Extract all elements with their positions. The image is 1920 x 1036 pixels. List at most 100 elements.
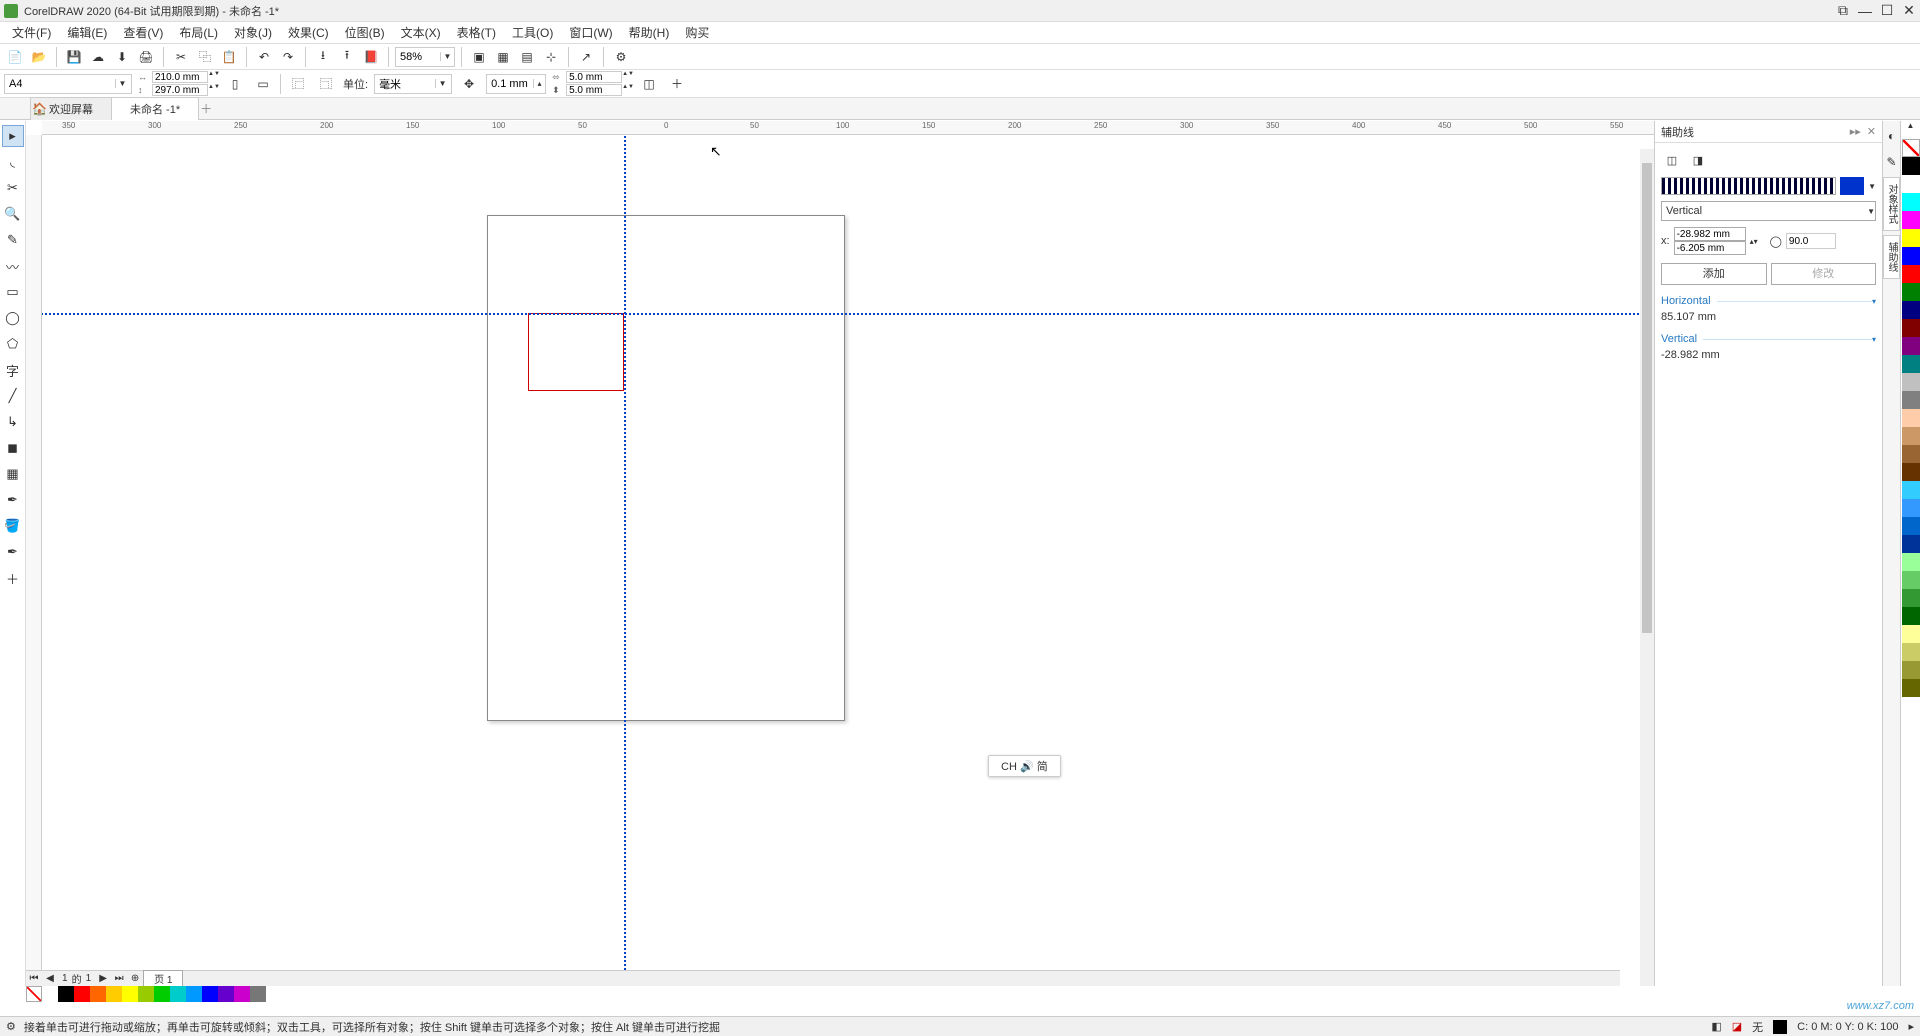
dropshadow-tool-icon[interactable]: ◼ bbox=[2, 437, 24, 459]
x-input[interactable] bbox=[1674, 227, 1746, 241]
cut-icon[interactable]: ✂ bbox=[170, 46, 192, 68]
color-swatch[interactable] bbox=[1902, 463, 1920, 481]
color-swatch[interactable] bbox=[1902, 391, 1920, 409]
chevron-down-icon[interactable]: ▼ bbox=[1867, 207, 1875, 216]
palette-swatch[interactable] bbox=[122, 986, 138, 1002]
menu-item[interactable]: 布局(L) bbox=[171, 22, 226, 43]
menu-item[interactable]: 对象(J) bbox=[226, 22, 280, 43]
palette-swatch[interactable] bbox=[234, 986, 250, 1002]
color-swatch[interactable] bbox=[1902, 301, 1920, 319]
chevron-down-icon[interactable]: ▼ bbox=[1868, 182, 1876, 191]
modify-guide-button[interactable]: 修改 bbox=[1771, 263, 1877, 285]
portrait-icon[interactable]: ▯ bbox=[224, 73, 246, 95]
side-tab[interactable]: 辅助线 bbox=[1883, 235, 1900, 279]
color-swatch[interactable] bbox=[1902, 553, 1920, 571]
palette-menu-icon[interactable]: ▸ bbox=[1908, 1020, 1914, 1033]
palette-swatch[interactable] bbox=[42, 986, 58, 1002]
menu-item[interactable]: 购买 bbox=[677, 22, 717, 43]
print-icon[interactable]: 🖨 bbox=[135, 46, 157, 68]
ruler-horizontal[interactable]: 3503002502001501005005010015020025030035… bbox=[42, 121, 1654, 135]
color-swatch[interactable] bbox=[1902, 589, 1920, 607]
palette-swatch[interactable] bbox=[58, 986, 74, 1002]
color-swatch[interactable] bbox=[1902, 175, 1920, 193]
menu-item[interactable]: 位图(B) bbox=[337, 22, 393, 43]
last-page-icon[interactable]: ⏭ bbox=[111, 973, 127, 984]
color-swatch[interactable] bbox=[1902, 427, 1920, 445]
freehand-tool-icon[interactable]: ✎ bbox=[2, 229, 24, 251]
color-swatch[interactable] bbox=[1902, 607, 1920, 625]
vertical-scrollbar[interactable] bbox=[1640, 149, 1654, 986]
color-swatch[interactable] bbox=[1902, 481, 1920, 499]
chevron-down-icon[interactable]: ▼ bbox=[115, 79, 129, 88]
guide-mode2-icon[interactable]: ◨ bbox=[1687, 149, 1709, 171]
fullscreen-icon[interactable]: ▣ bbox=[468, 46, 490, 68]
color-swatch[interactable] bbox=[1902, 337, 1920, 355]
palette-swatch[interactable] bbox=[250, 986, 266, 1002]
drawn-rectangle[interactable] bbox=[528, 313, 624, 391]
add-preset-icon[interactable]: ＋ bbox=[666, 73, 688, 95]
menu-item[interactable]: 文件(F) bbox=[4, 22, 59, 43]
color-swatch[interactable] bbox=[1902, 355, 1920, 373]
page-width-input[interactable] bbox=[152, 71, 208, 83]
palette-swatch[interactable] bbox=[26, 986, 42, 1002]
color-swatch[interactable] bbox=[1902, 409, 1920, 427]
color-swatch[interactable] bbox=[1902, 517, 1920, 535]
save-icon[interactable]: 💾 bbox=[63, 46, 85, 68]
chevron-down-icon[interactable]: ▾ bbox=[1872, 335, 1876, 344]
outline-tool-icon[interactable]: ✒ bbox=[2, 541, 24, 563]
canvas[interactable]: ↖ CH 🔊 简 bbox=[42, 135, 1654, 986]
tab-document[interactable]: 未命名 -1* bbox=[111, 97, 199, 120]
menu-item[interactable]: 文本(X) bbox=[393, 22, 449, 43]
paper-preset-input[interactable] bbox=[5, 78, 115, 90]
ellipse-tool-icon[interactable]: ◯ bbox=[2, 307, 24, 329]
paste-icon[interactable]: 📋 bbox=[218, 46, 240, 68]
spinner-icon[interactable]: ▲▼ bbox=[622, 71, 632, 83]
spinner-icon[interactable]: ▴ bbox=[533, 79, 545, 88]
rectangle-tool-icon[interactable]: ▭ bbox=[2, 281, 24, 303]
angle-input[interactable] bbox=[1786, 233, 1836, 249]
x-input2[interactable] bbox=[1674, 241, 1746, 255]
maximize-icon[interactable]: ☐ bbox=[1876, 0, 1898, 22]
guide-mode1-icon[interactable]: ◫ bbox=[1661, 149, 1683, 171]
palette-swatch[interactable] bbox=[186, 986, 202, 1002]
palette-swatch[interactable] bbox=[74, 986, 90, 1002]
cloud-down-icon[interactable]: ⬇ bbox=[111, 46, 133, 68]
parallel-dim-tool-icon[interactable]: ╱ bbox=[2, 385, 24, 407]
color-swatch[interactable] bbox=[1902, 193, 1920, 211]
palette-up-icon[interactable]: ▲ bbox=[1902, 121, 1920, 139]
menu-item[interactable]: 工具(O) bbox=[504, 22, 561, 43]
docker-title-bar[interactable]: 辅助线 ▸▸✕ bbox=[1655, 121, 1882, 143]
nudge-input[interactable] bbox=[487, 78, 533, 90]
menu-item[interactable]: 窗口(W) bbox=[561, 22, 620, 43]
cur-page-icon[interactable]: ⿹ bbox=[315, 73, 337, 95]
guideline-vertical[interactable] bbox=[624, 135, 626, 986]
home-icon[interactable]: 🏠 bbox=[32, 102, 47, 116]
options-icon[interactable]: ⚙ bbox=[610, 46, 632, 68]
undo-icon[interactable]: ↶ bbox=[253, 46, 275, 68]
nudge-combo[interactable]: ▴ bbox=[486, 74, 546, 94]
polygon-tool-icon[interactable]: ⬠ bbox=[2, 333, 24, 355]
treat-as-icon[interactable]: ◫ bbox=[638, 73, 660, 95]
first-page-icon[interactable]: ⏮ bbox=[26, 973, 42, 984]
add-guide-button[interactable]: 添加 bbox=[1661, 263, 1767, 285]
gear-icon[interactable]: ⚙ bbox=[6, 1020, 16, 1033]
palette-swatch[interactable] bbox=[90, 986, 106, 1002]
color-swatch[interactable] bbox=[1902, 445, 1920, 463]
guides-icon[interactable]: ⊹ bbox=[540, 46, 562, 68]
close-docker-icon[interactable]: ✕ bbox=[1867, 125, 1876, 138]
color-swatch[interactable] bbox=[1902, 571, 1920, 589]
zoom-tool-icon[interactable]: 🔍 bbox=[2, 203, 24, 225]
spinner-icon[interactable]: ▲▼ bbox=[208, 71, 218, 83]
ime-badge[interactable]: CH 🔊 简 bbox=[988, 755, 1061, 777]
color-swatch[interactable] bbox=[1902, 229, 1920, 247]
color-swatch[interactable] bbox=[1902, 283, 1920, 301]
guide-color-swatch[interactable] bbox=[1840, 177, 1864, 195]
spinner-icon[interactable]: ▴▾ bbox=[1750, 237, 1758, 246]
color-swatch[interactable] bbox=[1902, 625, 1920, 643]
no-color-swatch[interactable] bbox=[1902, 139, 1920, 157]
shape-tool-icon[interactable]: ◟ bbox=[2, 151, 24, 173]
zoom-combo[interactable]: ▼ bbox=[395, 47, 455, 67]
horizontal-guide-value[interactable]: 85.107 mm bbox=[1661, 311, 1876, 323]
crop-tool-icon[interactable]: ✂ bbox=[2, 177, 24, 199]
spinner-icon[interactable]: ▲▼ bbox=[622, 84, 632, 96]
